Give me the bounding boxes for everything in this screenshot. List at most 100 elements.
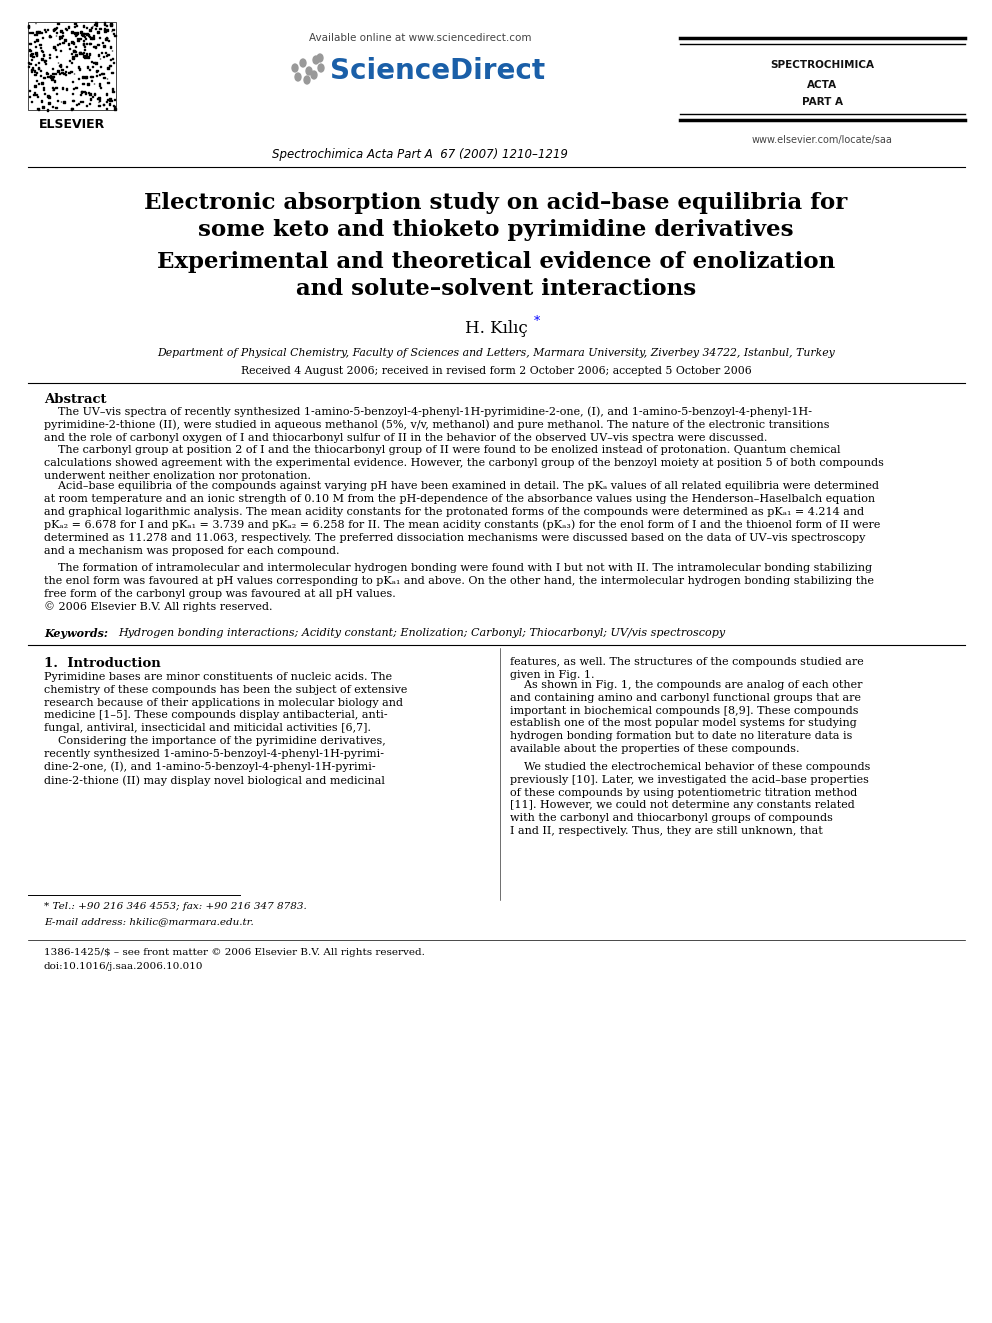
Point (75, 66, 91, 87)
Point (91, 73, 107, 94)
Point (88, 61, 104, 82)
Point (21, 56, 37, 77)
Point (99, 67, 115, 89)
Point (55, 25, 70, 46)
Point (93, 64, 109, 85)
Point (102, 89, 118, 110)
Text: We studied the electrochemical behavior of these compounds
previously [10]. Late: We studied the electrochemical behavior … (510, 762, 870, 836)
Point (95, 94, 111, 115)
Point (35, 41, 51, 62)
Point (81, 44, 97, 65)
Point (24, 16, 40, 37)
Point (95, 94, 111, 115)
Point (37, 83, 53, 105)
Point (21, 15, 37, 36)
Point (99, 28, 115, 49)
Point (74, 90, 90, 111)
Point (85, 86, 101, 107)
Point (63, 42, 79, 64)
Point (78, 44, 94, 65)
Point (38, 50, 54, 71)
Point (45, 62, 61, 83)
Point (53, 54, 68, 75)
Circle shape (292, 64, 298, 71)
Point (46, 20, 62, 41)
Point (103, 13, 119, 34)
Point (29, 83, 45, 105)
Point (43, 65, 59, 86)
Point (69, 28, 85, 49)
Point (93, 77, 109, 98)
Point (29, 70, 45, 91)
Point (62, 62, 77, 83)
Point (22, 86, 38, 107)
Point (24, 49, 40, 70)
Point (69, 22, 85, 44)
Point (64, 21, 80, 42)
Point (22, 22, 38, 44)
Text: features, as well. The structures of the compounds studied are
given in Fig. 1.: features, as well. The structures of the… (510, 658, 864, 680)
Text: ScienceDirect: ScienceDirect (330, 57, 546, 85)
Point (81, 33, 97, 54)
Point (88, 52, 104, 73)
Point (95, 46, 111, 67)
Point (73, 24, 89, 45)
Point (25, 57, 41, 78)
Point (73, 82, 89, 103)
Point (78, 28, 94, 49)
Text: *: * (534, 315, 541, 328)
Point (70, 57, 86, 78)
Point (57, 64, 72, 85)
Point (84, 17, 100, 38)
Point (37, 50, 53, 71)
Point (91, 87, 107, 108)
Point (65, 40, 81, 61)
Point (97, 20, 113, 41)
Point (99, 91, 115, 112)
Point (40, 99, 56, 120)
Point (59, 19, 74, 40)
Point (37, 19, 53, 40)
Point (22, 81, 38, 102)
Point (70, 69, 86, 90)
Point (87, 15, 103, 36)
Point (100, 89, 116, 110)
Point (72, 85, 88, 106)
Point (52, 26, 67, 48)
Point (75, 24, 91, 45)
Point (65, 46, 81, 67)
Point (76, 45, 92, 66)
Point (26, 83, 42, 105)
Point (67, 41, 83, 62)
Point (88, 12, 104, 33)
Point (76, 38, 92, 60)
Point (68, 24, 84, 45)
Point (27, 64, 43, 85)
Point (49, 25, 64, 46)
Point (36, 50, 52, 71)
Point (50, 34, 65, 56)
Point (73, 22, 89, 44)
Point (36, 67, 52, 89)
Point (97, 13, 113, 34)
Text: Pyrimidine bases are minor constituents of nucleic acids. The
chemistry of these: Pyrimidine bases are minor constituents … (44, 672, 408, 733)
Point (49, 82, 64, 103)
Point (33, 65, 49, 86)
Point (31, 57, 47, 78)
Circle shape (313, 56, 319, 64)
Point (50, 13, 65, 34)
Point (22, 33, 38, 54)
Point (92, 90, 108, 111)
Point (103, 90, 119, 111)
Point (41, 93, 57, 114)
Point (58, 19, 73, 40)
Point (103, 20, 119, 41)
Point (48, 62, 63, 83)
Point (56, 32, 71, 53)
Point (38, 53, 54, 74)
Point (28, 54, 44, 75)
Point (81, 24, 97, 45)
Point (100, 44, 116, 65)
Circle shape (306, 67, 311, 75)
Point (65, 48, 81, 69)
